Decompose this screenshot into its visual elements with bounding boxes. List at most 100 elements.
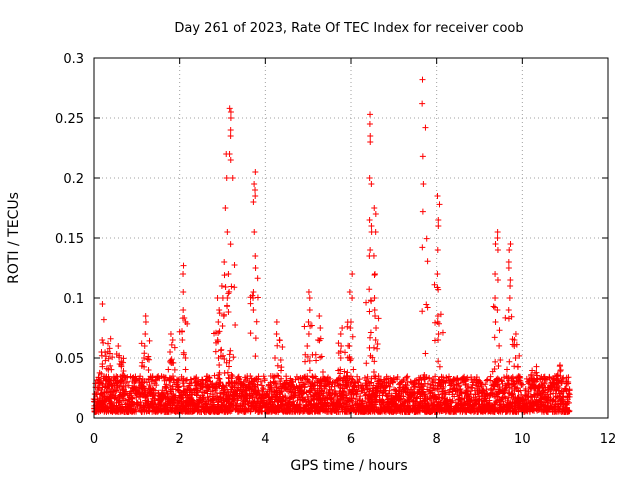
y-tick-label: 0.05 bbox=[55, 352, 84, 367]
data-point bbox=[512, 331, 519, 337]
data-point bbox=[372, 229, 379, 235]
data-point bbox=[261, 375, 268, 382]
x-axis-label: GPS time / hours bbox=[290, 458, 407, 474]
data-point bbox=[305, 289, 312, 295]
data-point bbox=[252, 169, 259, 175]
data-point bbox=[222, 283, 229, 290]
data-point bbox=[226, 151, 233, 157]
data-point bbox=[557, 366, 564, 373]
x-tick-label: 4 bbox=[261, 432, 269, 447]
data-point bbox=[423, 301, 430, 308]
data-point bbox=[214, 295, 221, 301]
data-point bbox=[505, 265, 512, 271]
data-point bbox=[179, 315, 186, 322]
data-point bbox=[514, 363, 521, 370]
data-point bbox=[231, 383, 238, 390]
data-point bbox=[258, 382, 265, 389]
data-point bbox=[338, 343, 345, 349]
data-point bbox=[316, 313, 323, 319]
data-point bbox=[257, 378, 264, 385]
data-point bbox=[171, 366, 178, 373]
data-point bbox=[317, 325, 324, 331]
data-point bbox=[363, 360, 370, 367]
x-tick-label: 6 bbox=[347, 432, 355, 447]
data-point bbox=[132, 406, 139, 413]
data-point bbox=[228, 283, 235, 290]
data-point bbox=[180, 289, 187, 295]
data-point bbox=[492, 319, 499, 325]
data-point bbox=[218, 283, 225, 289]
data-point bbox=[367, 329, 374, 336]
data-point bbox=[366, 121, 373, 127]
data-point bbox=[247, 300, 254, 307]
data-point bbox=[140, 383, 147, 390]
data-point bbox=[229, 175, 236, 181]
data-point bbox=[227, 115, 234, 121]
data-point bbox=[231, 261, 238, 268]
data-point bbox=[337, 331, 344, 337]
data-point bbox=[367, 111, 374, 118]
data-point bbox=[435, 337, 442, 343]
data-point bbox=[533, 363, 540, 370]
data-point bbox=[419, 100, 426, 107]
y-tick-label: 0.3 bbox=[63, 52, 84, 67]
data-point bbox=[146, 337, 153, 344]
data-point bbox=[306, 295, 313, 301]
data-point bbox=[302, 358, 309, 365]
data-point bbox=[113, 387, 120, 394]
data-point bbox=[230, 354, 237, 361]
data-point bbox=[251, 181, 258, 187]
y-tick-label: 0.25 bbox=[55, 112, 84, 127]
x-tick-label: 12 bbox=[600, 432, 617, 447]
data-point bbox=[116, 383, 123, 390]
data-point bbox=[372, 211, 379, 217]
data-point bbox=[225, 389, 232, 396]
data-point bbox=[306, 307, 313, 313]
data-point bbox=[252, 193, 259, 199]
y-tick-label: 0.2 bbox=[63, 172, 84, 187]
data-point bbox=[312, 351, 319, 358]
data-point bbox=[242, 401, 249, 408]
data-point bbox=[367, 133, 374, 139]
data-point bbox=[505, 259, 512, 265]
data-point bbox=[206, 374, 213, 381]
data-point bbox=[347, 325, 354, 331]
data-point bbox=[435, 331, 442, 337]
data-point bbox=[250, 289, 257, 295]
data-point bbox=[496, 327, 503, 334]
chart-title: Day 261 of 2023, Rate Of TEC Index for r… bbox=[174, 21, 523, 36]
data-point bbox=[366, 344, 373, 351]
data-point bbox=[183, 389, 190, 396]
data-point bbox=[108, 366, 115, 373]
data-point bbox=[509, 341, 516, 348]
data-point bbox=[419, 308, 426, 315]
data-point bbox=[164, 390, 171, 397]
data-point bbox=[505, 307, 512, 313]
data-point bbox=[227, 157, 234, 163]
data-point bbox=[492, 271, 499, 277]
data-point bbox=[225, 309, 232, 316]
data-point bbox=[424, 258, 431, 265]
data-point bbox=[217, 347, 224, 354]
data-point bbox=[491, 334, 498, 341]
data-point bbox=[494, 247, 501, 253]
data-point bbox=[138, 340, 145, 347]
data-point bbox=[371, 271, 378, 277]
data-point bbox=[225, 271, 232, 277]
data-point bbox=[142, 331, 149, 337]
data-point bbox=[175, 376, 182, 383]
data-point bbox=[368, 181, 375, 187]
data-point bbox=[342, 349, 349, 356]
data-point bbox=[435, 358, 442, 365]
data-point bbox=[115, 343, 122, 349]
data-point bbox=[162, 394, 169, 401]
data-point bbox=[419, 208, 426, 215]
data-point bbox=[217, 379, 224, 386]
x-tick-label: 10 bbox=[514, 432, 531, 447]
data-point bbox=[107, 335, 114, 342]
data-point bbox=[350, 366, 357, 373]
data-point bbox=[212, 348, 219, 355]
data-point bbox=[97, 378, 104, 385]
data-point bbox=[496, 342, 503, 349]
